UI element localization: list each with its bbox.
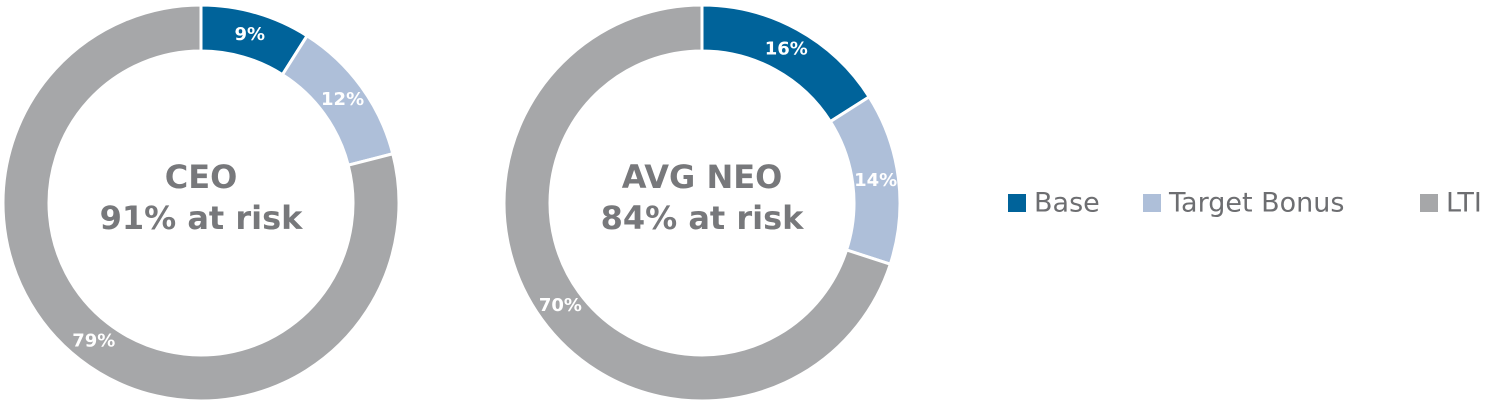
donut-segment: [700, 3, 872, 124]
value-label: 70%: [539, 295, 582, 316]
legend-label: Base: [1034, 188, 1100, 219]
legend-label: LTI: [1446, 188, 1482, 219]
value-label: 9%: [235, 24, 266, 45]
legend-label: Target Bonus: [1168, 188, 1344, 219]
center-title: CEO: [165, 158, 238, 196]
value-label: 79%: [72, 330, 115, 351]
donut-segment: [502, 3, 893, 403]
value-label: 16%: [765, 39, 808, 60]
center-title: AVG NEO: [622, 158, 783, 196]
legend-swatch: [1008, 194, 1026, 212]
center-subtitle: 91% at risk: [100, 199, 304, 237]
donut-segment: [1, 3, 401, 403]
legend-swatch: [1420, 194, 1438, 212]
legend-swatch: [1143, 194, 1161, 212]
value-label: 12%: [321, 89, 364, 110]
center-subtitle: 84% at risk: [601, 199, 805, 237]
value-label: 14%: [854, 170, 897, 191]
